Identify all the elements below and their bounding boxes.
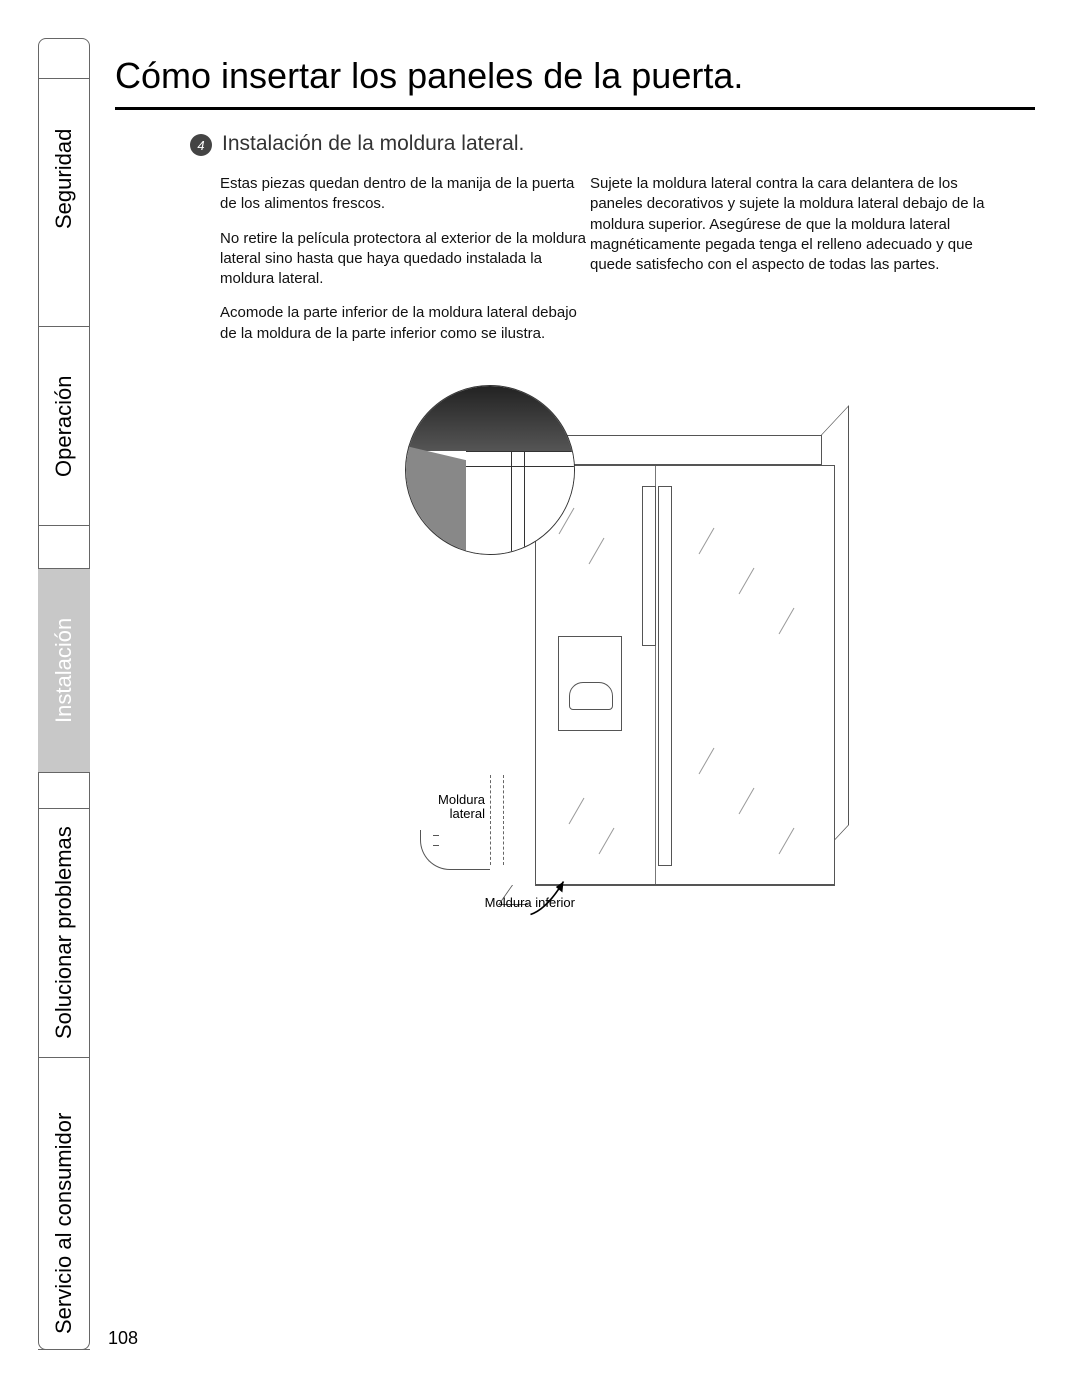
side-tabs: Seguridad Operación Instalación Solucion… (38, 38, 90, 1350)
inset-line (466, 451, 575, 452)
tab-servicio[interactable]: Servicio al consumidor (38, 1098, 90, 1350)
inset-line (466, 466, 575, 467)
step-title: Instalación de la moldura lateral. (222, 132, 524, 156)
inset-top-shadow (406, 386, 574, 451)
para: Sujete la moldura lateral contra la cara… (590, 174, 990, 275)
callout-curve (420, 830, 490, 870)
tick (433, 845, 439, 846)
para: Acomode la parte inferior de la moldura … (220, 303, 590, 344)
tab-solucionar[interactable]: Solucionar problemas (38, 808, 90, 1058)
inset-line (511, 451, 512, 555)
left-column: Estas piezas quedan dentro de la manija … (220, 174, 590, 358)
inset-line (524, 451, 525, 555)
fridge-top (535, 435, 849, 465)
right-column: Sujete la moldura lateral contra la cara… (590, 174, 990, 358)
diagram: Moldura lateral Moldura inferior (405, 405, 885, 935)
para: Estas piezas quedan dentro de la manija … (220, 174, 590, 215)
callout-dash (503, 775, 504, 865)
base-line (535, 885, 835, 886)
dispenser (558, 636, 622, 731)
text-columns: Estas piezas quedan dentro de la manija … (220, 174, 1035, 358)
step-header: 4 Instalación de la moldura lateral. (190, 132, 1035, 156)
callout-dash (490, 775, 491, 865)
arrow-icon (525, 865, 580, 920)
handle-right (658, 486, 672, 866)
dispenser-cavity (569, 682, 613, 710)
tick (433, 835, 439, 836)
label-moldura-lateral: Moldura lateral (425, 793, 485, 822)
tab-instalacion[interactable]: Instalación (38, 568, 90, 773)
tab-seguridad[interactable]: Seguridad (38, 78, 90, 278)
page-number: 108 (108, 1328, 138, 1349)
main-content: Cómo insertar los paneles de la puerta. … (115, 55, 1035, 358)
fridge-body (535, 465, 835, 885)
fresh-food-door (656, 466, 836, 884)
step-number-badge: 4 (190, 134, 212, 156)
para: No retire la película protectora al exte… (220, 229, 590, 290)
tab-operacion[interactable]: Operación (38, 326, 90, 526)
handle-left (642, 486, 656, 646)
page-title: Cómo insertar los paneles de la puerta. (115, 55, 1035, 110)
inset-detail (405, 385, 575, 555)
